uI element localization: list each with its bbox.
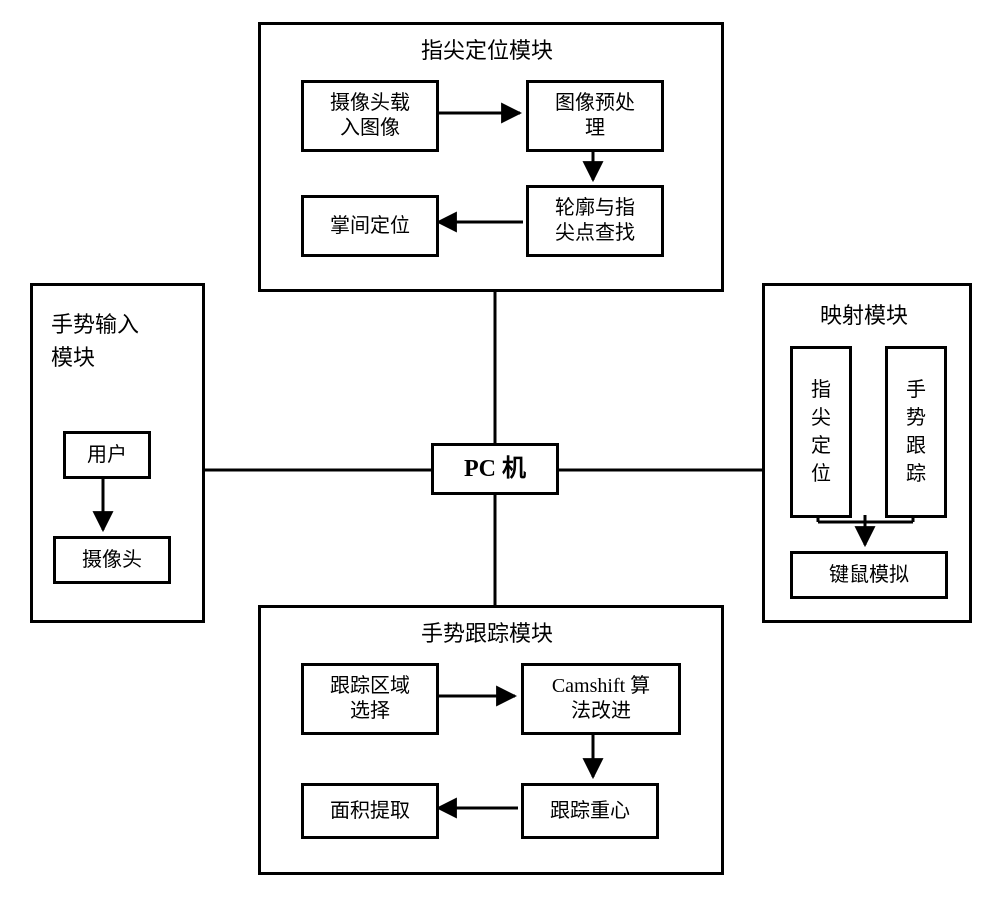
top-box-contour-find: 轮廓与指 尖点查找: [526, 185, 664, 257]
left-box-user: 用户: [63, 431, 151, 479]
module-left: 手势输入 模块 用户 摄像头: [30, 283, 205, 623]
module-bottom: 手势跟踪模块 跟踪区域 选择 Camshift 算 法改进 面积提取 跟踪重心: [258, 605, 724, 875]
top-box-preprocess: 图像预处 理: [526, 80, 664, 152]
top-box-palm-locate: 掌间定位: [301, 195, 439, 257]
module-left-title: 手势输入 模块: [51, 308, 139, 374]
top-box-camera-load: 摄像头载 入图像: [301, 80, 439, 152]
right-box-km-sim: 键鼠模拟: [790, 551, 948, 599]
bottom-box-track-centroid: 跟踪重心: [521, 783, 659, 839]
pc-label: PC 机: [464, 454, 526, 484]
bottom-box-area-extract: 面积提取: [301, 783, 439, 839]
bottom-box-track-region: 跟踪区域 选择: [301, 663, 439, 735]
module-top: 指尖定位模块 摄像头载 入图像 图像预处 理 掌间定位 轮廓与指 尖点查找: [258, 22, 724, 292]
module-top-title: 指尖定位模块: [421, 33, 553, 65]
module-bottom-title: 手势跟踪模块: [421, 616, 553, 648]
right-box-gesture-track: 手势跟踪: [885, 346, 947, 518]
module-right-title: 映射模块: [820, 298, 908, 330]
pc-box: PC 机: [431, 443, 559, 495]
bottom-box-camshift: Camshift 算 法改进: [521, 663, 681, 735]
left-box-camera: 摄像头: [53, 536, 171, 584]
right-box-fingertip-locate: 指尖定位: [790, 346, 852, 518]
module-right: 映射模块 指尖定位 手势跟踪 键鼠模拟: [762, 283, 972, 623]
